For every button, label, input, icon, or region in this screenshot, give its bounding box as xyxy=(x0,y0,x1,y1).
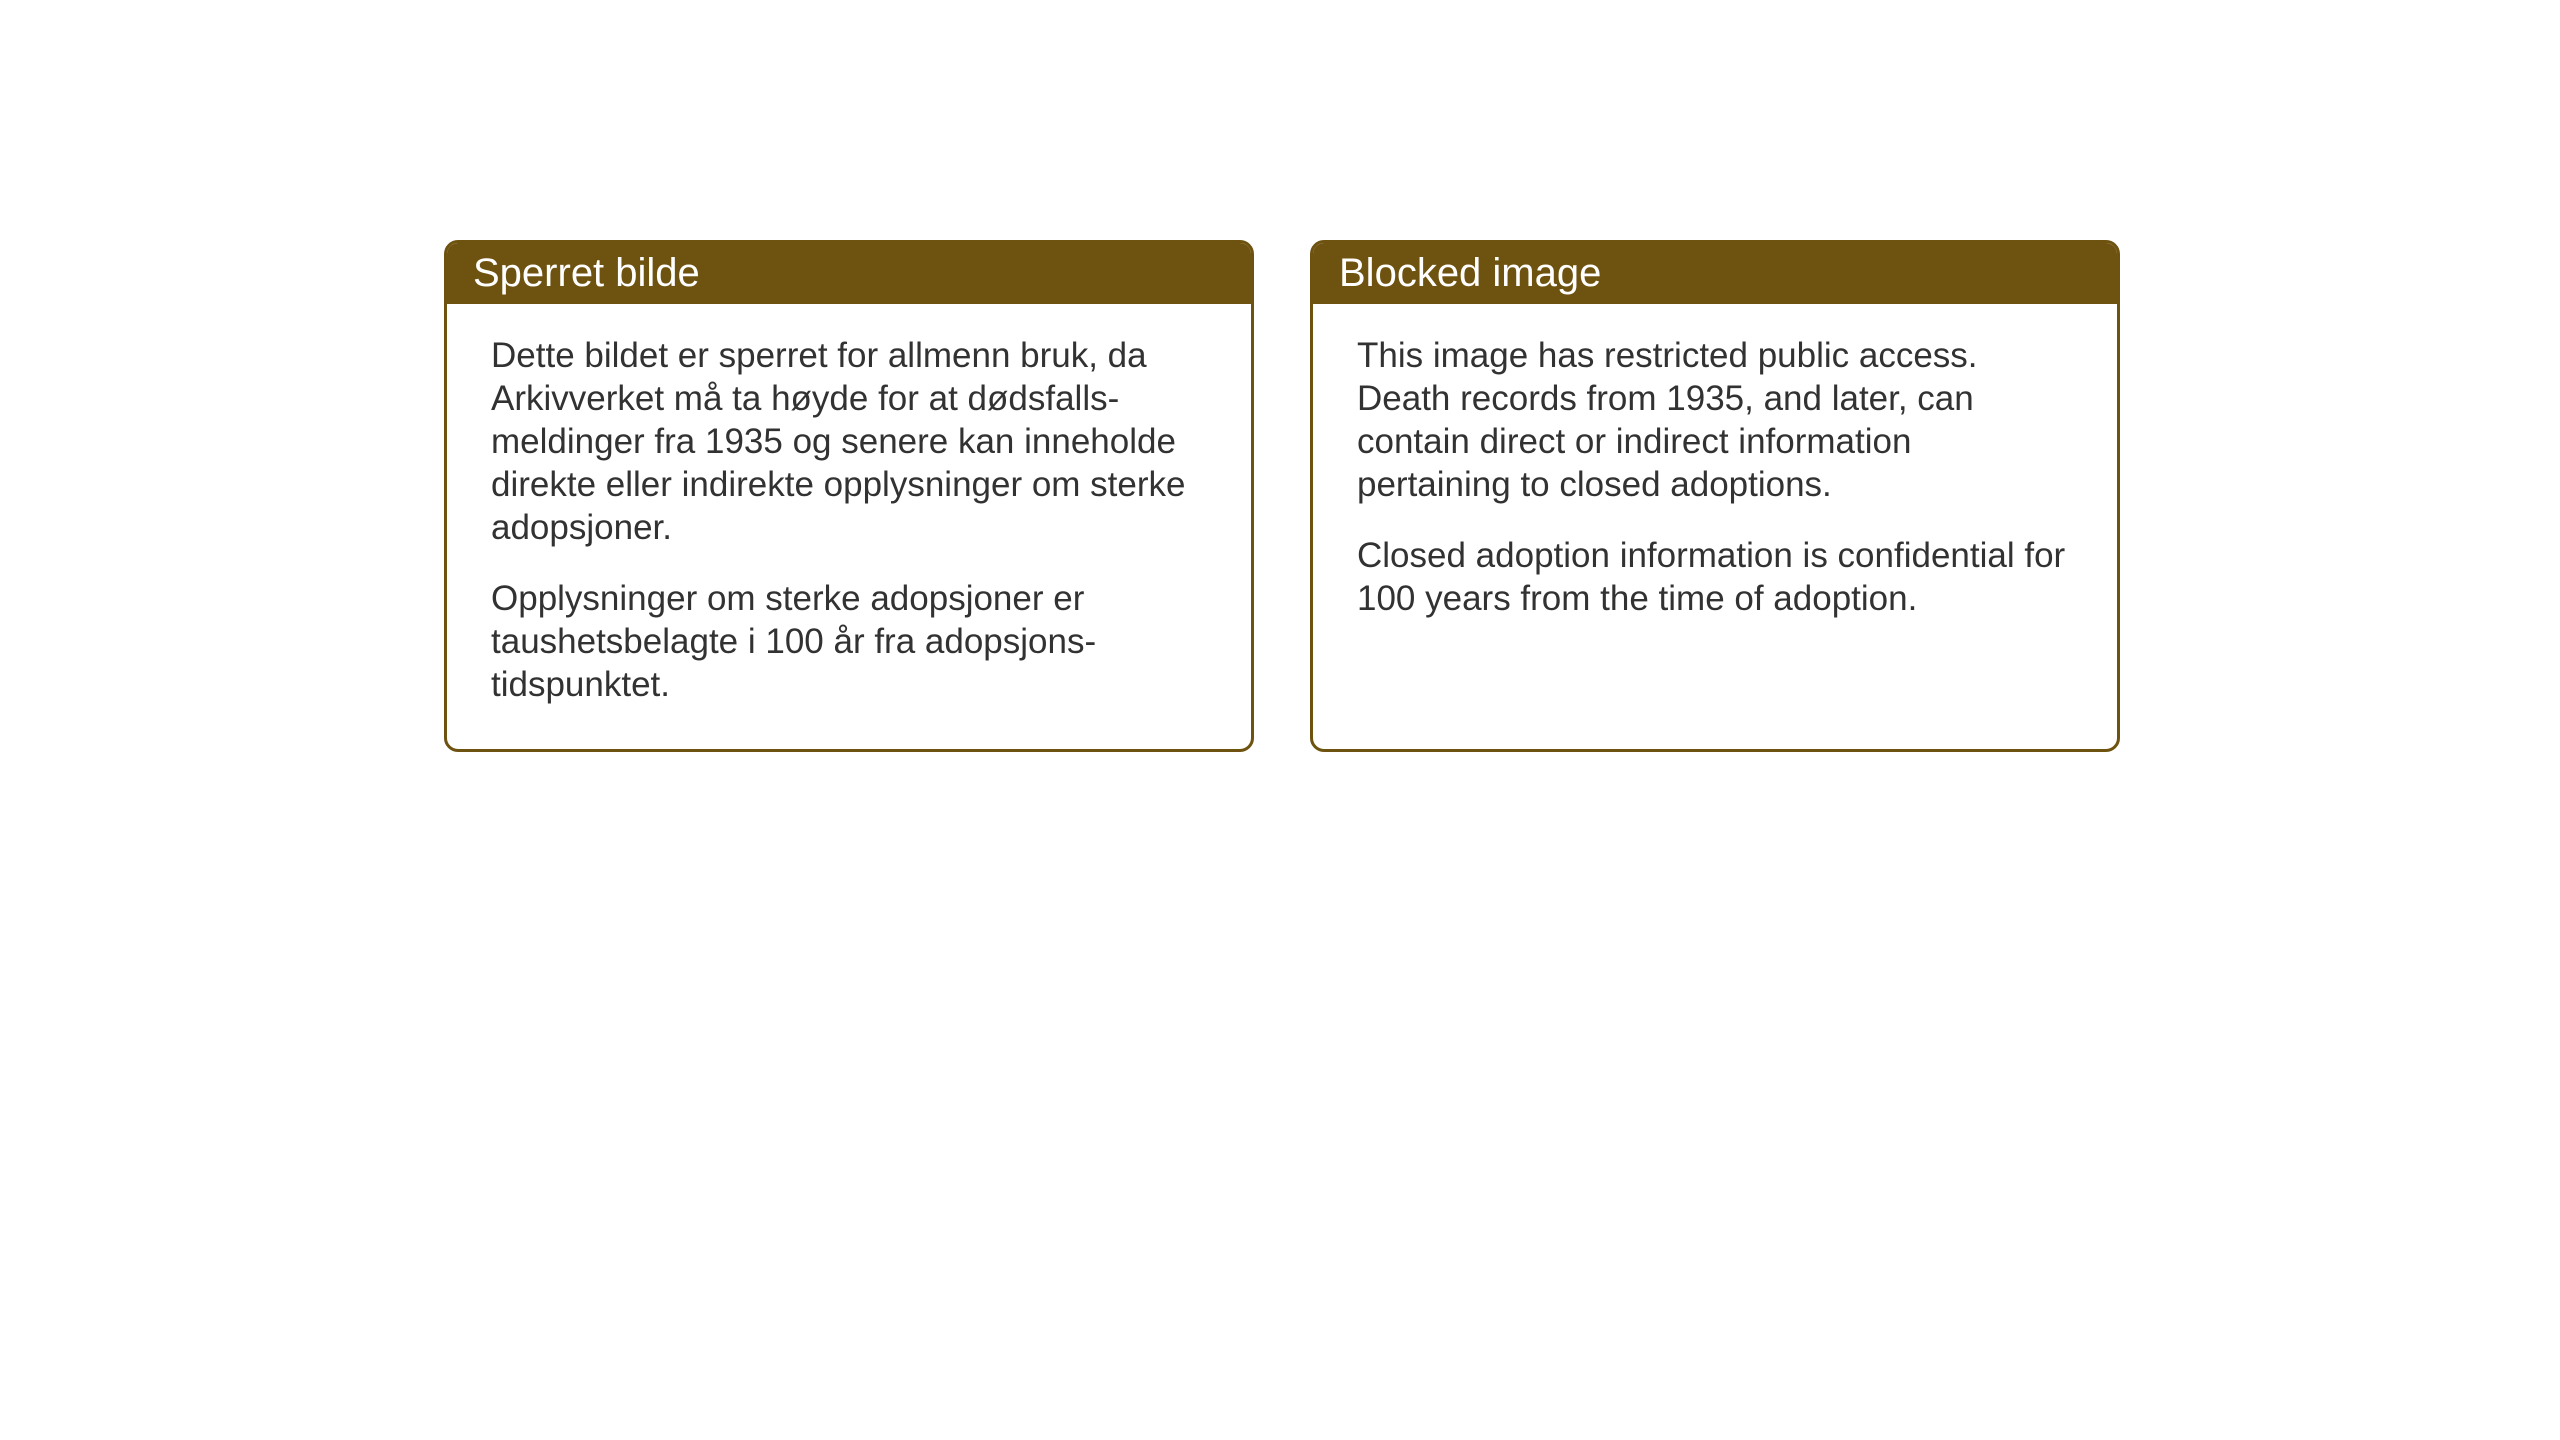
english-paragraph-1: This image has restricted public access.… xyxy=(1357,334,2073,506)
norwegian-card-header: Sperret bilde xyxy=(447,243,1251,304)
cards-container: Sperret bilde Dette bildet er sperret fo… xyxy=(444,240,2120,752)
norwegian-card: Sperret bilde Dette bildet er sperret fo… xyxy=(444,240,1254,752)
norwegian-paragraph-1: Dette bildet er sperret for allmenn bruk… xyxy=(491,334,1207,549)
english-card-body: This image has restricted public access.… xyxy=(1313,304,2117,660)
norwegian-paragraph-2: Opplysninger om sterke adopsjoner er tau… xyxy=(491,577,1207,706)
english-paragraph-2: Closed adoption information is confident… xyxy=(1357,534,2073,620)
english-card-header: Blocked image xyxy=(1313,243,2117,304)
english-card-title: Blocked image xyxy=(1339,251,1601,295)
english-card: Blocked image This image has restricted … xyxy=(1310,240,2120,752)
norwegian-card-title: Sperret bilde xyxy=(473,251,700,295)
norwegian-card-body: Dette bildet er sperret for allmenn bruk… xyxy=(447,304,1251,746)
